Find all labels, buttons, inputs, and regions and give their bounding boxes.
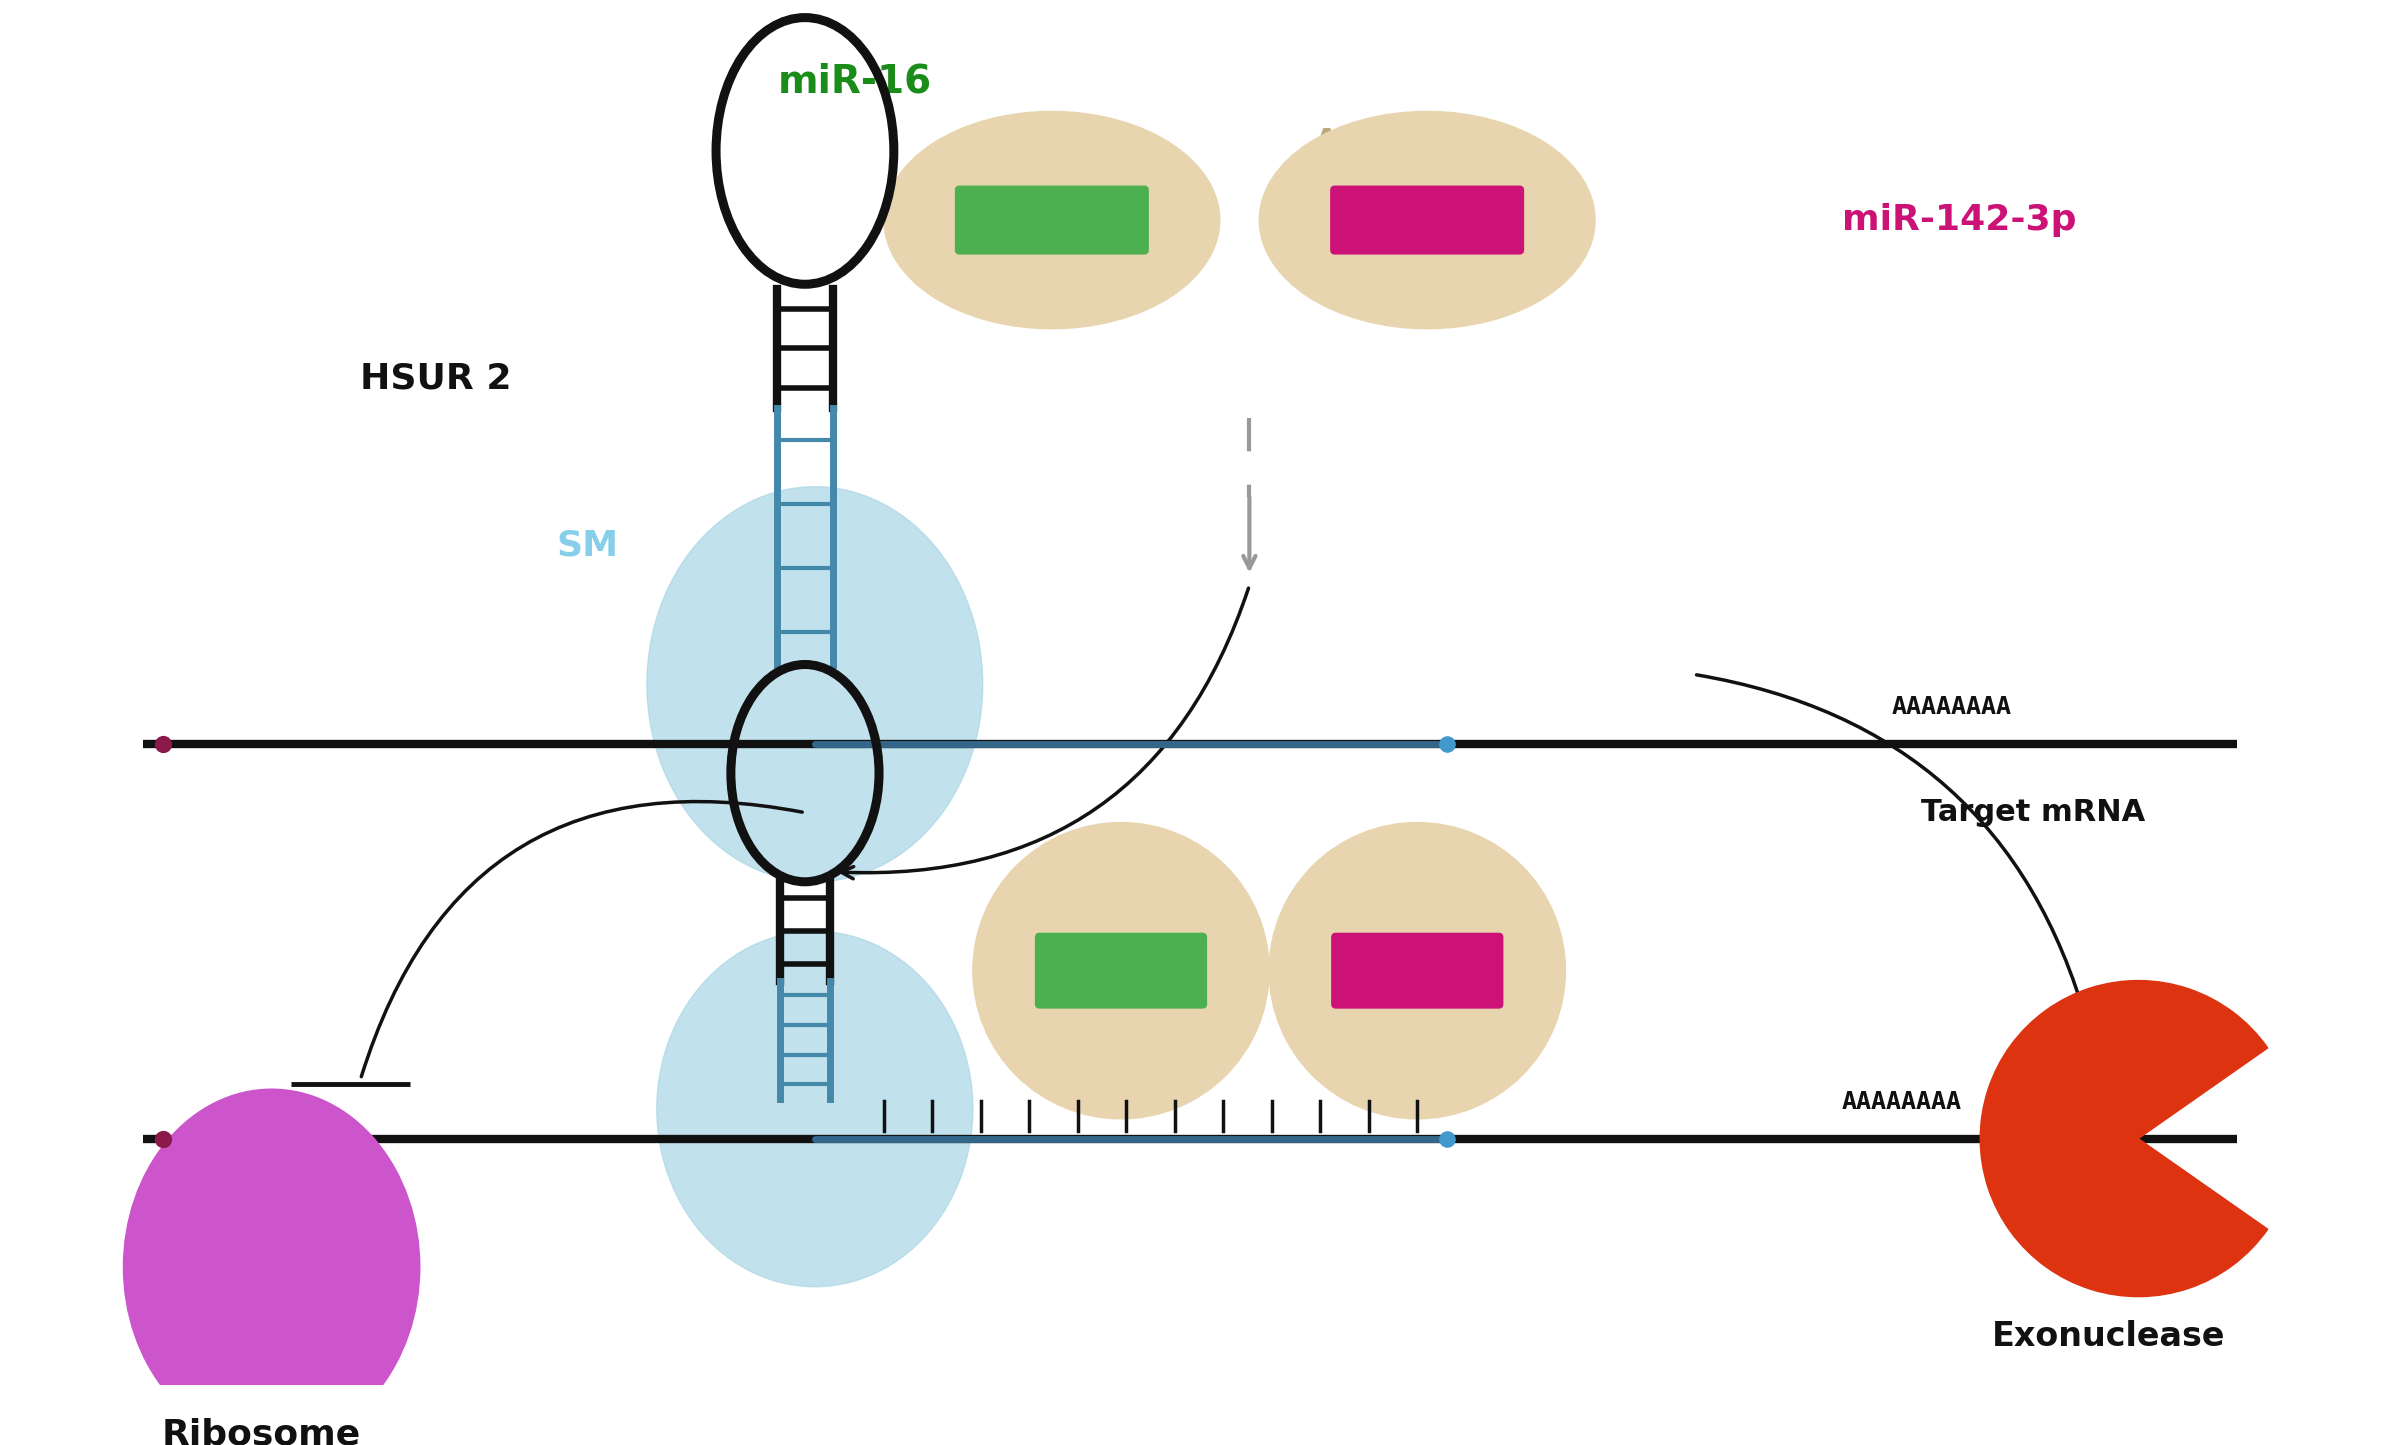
Ellipse shape bbox=[122, 1090, 420, 1445]
Text: Ribosome: Ribosome bbox=[163, 1418, 362, 1445]
Ellipse shape bbox=[1270, 822, 1565, 1118]
Ellipse shape bbox=[1260, 111, 1596, 328]
Text: AAAAAAAA: AAAAAAAA bbox=[1841, 1090, 1961, 1114]
Wedge shape bbox=[1980, 981, 2268, 1296]
FancyBboxPatch shape bbox=[1034, 933, 1207, 1009]
Ellipse shape bbox=[972, 822, 1270, 1118]
Text: AAAAAAAA: AAAAAAAA bbox=[1891, 695, 2011, 718]
FancyBboxPatch shape bbox=[955, 186, 1147, 254]
Text: HSUR 2: HSUR 2 bbox=[360, 361, 511, 394]
Point bbox=[144, 733, 182, 756]
Ellipse shape bbox=[648, 487, 982, 881]
Text: miR-16: miR-16 bbox=[778, 62, 931, 101]
Text: Exonuclease: Exonuclease bbox=[1992, 1319, 2225, 1353]
Point bbox=[144, 1127, 182, 1150]
Ellipse shape bbox=[658, 931, 972, 1286]
FancyBboxPatch shape bbox=[1332, 933, 1502, 1009]
Text: Target mRNA: Target mRNA bbox=[1920, 798, 2146, 827]
FancyBboxPatch shape bbox=[1332, 186, 1524, 254]
Point bbox=[1428, 733, 1466, 756]
Text: Ago: Ago bbox=[1315, 127, 1382, 156]
Text: miR-142-3p: miR-142-3p bbox=[1841, 204, 2076, 237]
Ellipse shape bbox=[883, 111, 1219, 328]
Point bbox=[1428, 1127, 1466, 1150]
Point bbox=[144, 1127, 182, 1150]
Text: SM: SM bbox=[557, 529, 619, 564]
